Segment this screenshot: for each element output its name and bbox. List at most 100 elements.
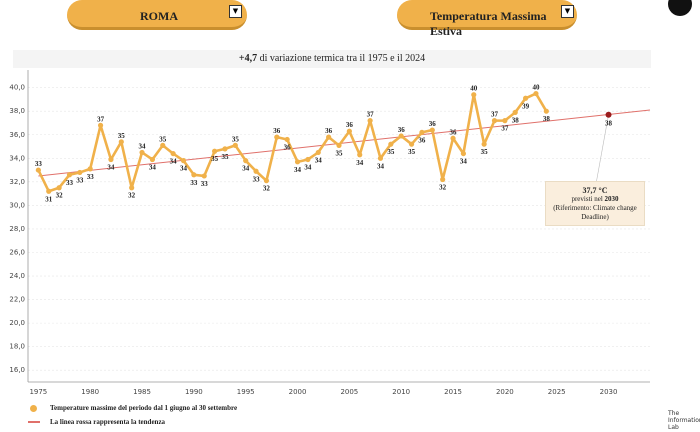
data-label: 33	[190, 179, 198, 187]
data-label: 34	[294, 166, 302, 174]
data-label: 34	[242, 165, 250, 173]
data-label: 36	[429, 120, 437, 128]
x-tick-label: 1985	[133, 388, 151, 396]
city-dropdown-icon[interactable]: ▼	[229, 5, 242, 18]
data-point	[440, 176, 446, 183]
legend-points-label: Temperature massime del periodo dal 1 gi…	[50, 404, 238, 412]
data-point	[201, 173, 207, 179]
city-selector[interactable]: ROMA ▼	[67, 0, 247, 30]
x-tick-label: 2005	[340, 388, 358, 396]
share-icon[interactable]	[668, 0, 692, 16]
data-point	[46, 188, 52, 194]
data-label: 38	[512, 116, 520, 124]
data-point	[491, 118, 498, 124]
y-tick-label: 32,0	[9, 178, 25, 186]
x-tick-label: 2025	[548, 388, 566, 396]
callout-line3: Deadline)	[581, 213, 609, 221]
data-point	[212, 148, 218, 154]
x-tick-label: 1995	[237, 388, 255, 396]
data-point	[97, 122, 104, 128]
metric-selector-value: Temperatura Massima Estiva	[430, 9, 547, 38]
data-label: 37	[367, 111, 375, 119]
metric-selector[interactable]: Temperatura Massima Estiva ▼	[397, 0, 577, 38]
data-label: 32	[263, 185, 271, 193]
data-point	[471, 92, 477, 98]
data-point	[108, 156, 114, 163]
data-point	[408, 141, 415, 147]
data-label: 35	[481, 148, 489, 156]
data-point	[170, 150, 176, 157]
data-point	[87, 166, 93, 172]
y-tick-label: 38,0	[9, 107, 25, 115]
data-label: 33	[76, 176, 84, 184]
y-tick-label: 36,0	[9, 131, 25, 139]
x-tick-label: 2020	[496, 388, 514, 396]
metric-dropdown-icon[interactable]: ▼	[561, 5, 574, 18]
data-label: 32	[439, 183, 447, 191]
data-point	[315, 149, 321, 156]
x-tick-label: 2000	[289, 388, 307, 396]
data-point	[523, 95, 529, 101]
data-point	[160, 142, 166, 148]
data-point	[243, 158, 249, 164]
trend-line	[38, 109, 651, 177]
data-label: 38	[543, 115, 551, 123]
y-tick-label: 26,0	[9, 248, 25, 256]
data-point	[346, 128, 352, 134]
data-point	[367, 118, 373, 124]
data-label: 35	[221, 153, 229, 161]
data-label: 33	[66, 179, 74, 187]
x-tick-label: 2030	[600, 388, 618, 396]
projection-callout: 37,7 °C previsti nel 2030 (Riferimento: …	[545, 181, 645, 226]
callout-year: 2030	[604, 195, 619, 203]
data-point	[398, 133, 404, 139]
y-tick-label: 30,0	[9, 201, 25, 209]
data-point	[450, 135, 456, 141]
data-label: 33	[35, 160, 43, 168]
data-point	[263, 178, 270, 184]
data-point	[232, 142, 238, 148]
y-tick-label: 34,0	[9, 154, 25, 162]
data-label: 35	[408, 148, 416, 156]
data-label: 35	[159, 135, 167, 143]
data-point	[533, 90, 539, 97]
x-tick-label: 1975	[29, 388, 47, 396]
data-label: 33	[253, 175, 261, 183]
data-point	[326, 134, 332, 140]
data-point	[336, 142, 342, 148]
data-label: 37	[97, 115, 105, 123]
x-tick-label: 1990	[185, 388, 203, 396]
data-label: 39	[522, 102, 530, 110]
data-label: 34	[149, 163, 157, 171]
data-label: 33	[201, 180, 209, 188]
legend-trend-label: La linea rossa rappresenta la tendenza	[50, 418, 166, 426]
data-label: 35	[336, 149, 344, 157]
data-point	[305, 156, 311, 163]
data-point	[512, 109, 518, 115]
data-label: 31	[45, 195, 53, 203]
data-label: 35	[211, 155, 219, 163]
data-point	[129, 185, 135, 191]
callout-line2: (Riferimento: Climate change	[553, 204, 637, 212]
data-point	[180, 158, 187, 164]
projection-label: 38	[605, 120, 613, 128]
data-label: 36	[325, 127, 333, 135]
data-point	[388, 141, 394, 147]
data-point	[543, 108, 549, 114]
y-tick-label: 18,0	[9, 343, 25, 351]
data-label: 35	[118, 132, 126, 140]
data-label: 36	[273, 127, 281, 135]
y-tick-label: 40,0	[9, 84, 25, 92]
legend-points-marker	[30, 405, 37, 412]
chart-title: +4,7 di variazione termica tra il 1975 e…	[13, 53, 651, 64]
data-point	[429, 127, 435, 133]
data-point	[481, 141, 487, 147]
city-selector-value: ROMA	[140, 9, 178, 23]
data-label: 34	[107, 163, 115, 171]
data-label: 32	[128, 192, 136, 200]
data-point	[419, 129, 425, 135]
data-point	[118, 139, 124, 145]
data-label: 35	[232, 135, 240, 143]
temperature-series-line	[37, 92, 548, 193]
